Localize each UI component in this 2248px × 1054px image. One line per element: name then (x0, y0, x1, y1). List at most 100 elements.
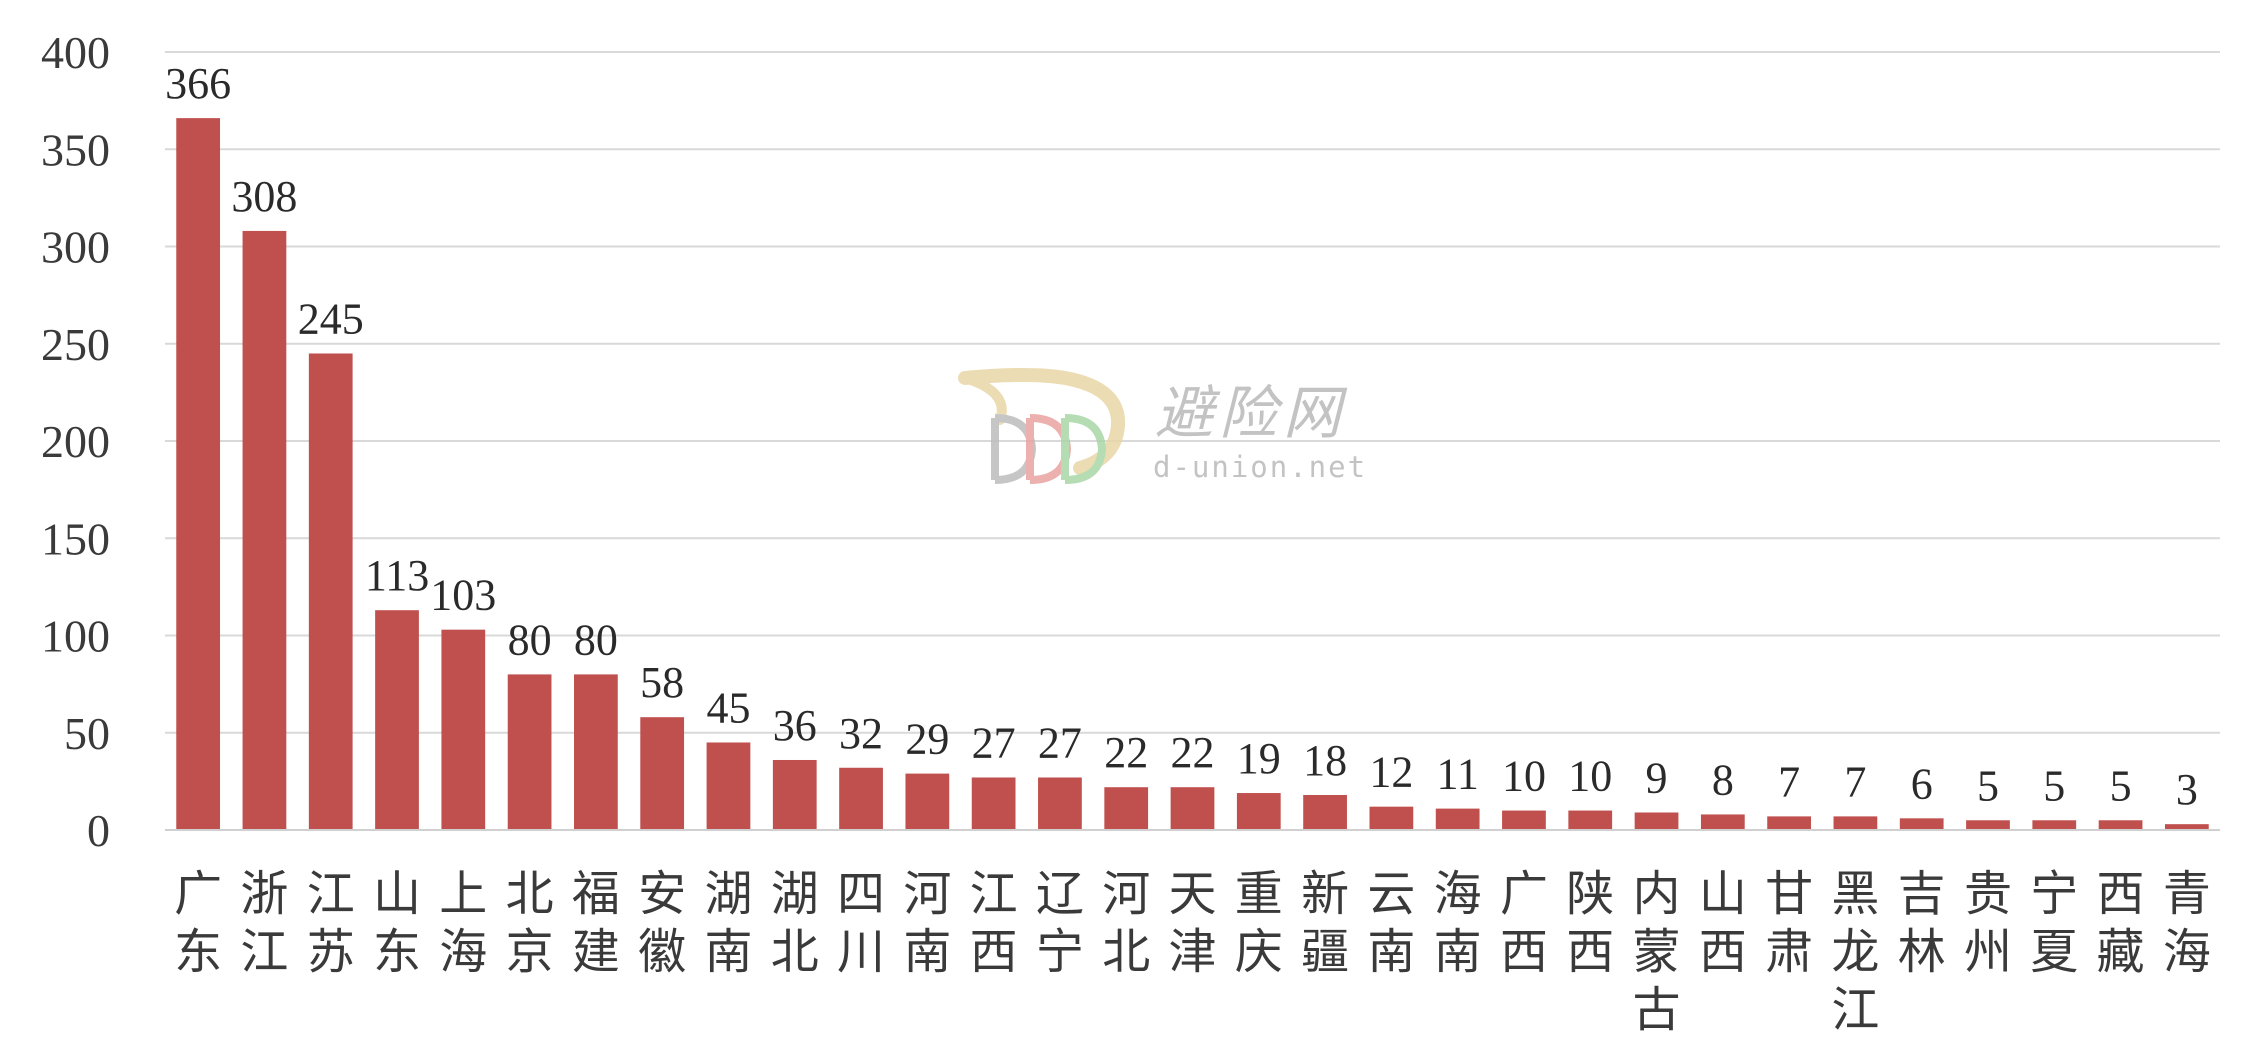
bar (1170, 787, 1215, 830)
d-union-logo-icon (958, 368, 1126, 484)
x-category-label: 海南 (1434, 868, 1482, 979)
watermark-name: 避险网 (1155, 379, 1348, 447)
y-tick-label: 150 (41, 513, 110, 564)
bar (1899, 818, 1944, 830)
bars (176, 118, 2209, 830)
bar (839, 767, 883, 830)
data-label: 18 (1303, 736, 1347, 785)
bar (706, 742, 751, 830)
bar (1966, 820, 2010, 830)
x-category-label: 重庆 (1235, 868, 1283, 979)
data-label: 9 (1646, 753, 1668, 802)
y-tick-label: 400 (41, 27, 110, 78)
bar (1833, 816, 1878, 830)
gridlines (165, 51, 2220, 734)
data-label: 32 (839, 709, 883, 758)
bar (1568, 810, 1613, 830)
y-tick-label: 250 (41, 319, 110, 370)
data-label: 80 (574, 615, 618, 664)
data-label: 27 (972, 718, 1016, 767)
x-category-label: 江西 (970, 868, 1018, 979)
x-category-label: 吉林 (1898, 868, 1946, 979)
bar (1700, 814, 1745, 830)
y-tick-label: 200 (41, 416, 110, 467)
data-label: 5 (2043, 761, 2065, 810)
y-tick-label: 50 (64, 708, 110, 759)
x-category-label: 安徽 (638, 868, 686, 979)
bar (1236, 793, 1281, 830)
data-label: 10 (1568, 752, 1612, 801)
y-axis-ticks: 0 50 100 150 200 250 300 350 400 (41, 27, 110, 856)
y-tick-label: 0 (87, 805, 110, 856)
data-label: 7 (1778, 757, 1800, 806)
x-category-label: 浙江 (240, 868, 288, 979)
x-category-label: 内蒙古 (1633, 868, 1681, 1037)
x-category-label: 黑龙江 (1831, 868, 1879, 1037)
x-category-label: 广东 (174, 868, 222, 979)
x-category-label: 西藏 (2097, 868, 2145, 979)
data-label: 5 (2110, 761, 2132, 810)
x-category-label: 甘肃 (1765, 868, 1813, 979)
x-category-label: 山西 (1699, 868, 1747, 979)
data-label: 8 (1712, 755, 1734, 804)
bar (308, 353, 353, 830)
x-category-label: 湖北 (771, 868, 819, 979)
data-label: 10 (1502, 752, 1546, 801)
x-category-label: 河北 (1102, 868, 1150, 979)
data-label: 5 (1977, 761, 1999, 810)
bar (2098, 820, 2143, 830)
data-label: 19 (1237, 734, 1281, 783)
x-category-label: 湖南 (704, 868, 752, 979)
x-category-label: 四川 (837, 868, 885, 979)
data-label: 308 (231, 172, 297, 221)
x-category-label: 辽宁 (1036, 868, 1084, 979)
data-label: 366 (165, 59, 231, 108)
data-label: 36 (773, 701, 817, 750)
x-category-label: 宁夏 (2030, 868, 2078, 979)
bar (507, 674, 552, 830)
x-category-label: 云南 (1367, 868, 1415, 979)
x-category-label: 新疆 (1301, 868, 1349, 979)
data-label: 12 (1369, 748, 1413, 797)
bar (971, 777, 1016, 830)
bar (1104, 787, 1149, 830)
data-label: 29 (905, 715, 949, 764)
bar (772, 759, 817, 830)
bar (176, 118, 221, 830)
data-label: 7 (1844, 757, 1866, 806)
data-label: 27 (1038, 718, 1082, 767)
bar (242, 230, 287, 830)
bar (574, 674, 618, 830)
y-tick-label: 300 (41, 222, 110, 273)
data-label: 22 (1104, 728, 1148, 777)
x-category-label: 贵州 (1964, 868, 2012, 979)
x-category-label: 北京 (506, 868, 554, 979)
y-tick-label: 350 (41, 124, 110, 175)
x-axis-labels: 广东浙江江苏山东上海北京福建安徽湖南湖北四川河南江西辽宁河北天津重庆新疆云南海南… (174, 868, 2211, 1037)
x-category-label: 陕西 (1566, 868, 1614, 979)
x-category-label: 天津 (1168, 868, 1216, 979)
data-label: 45 (706, 683, 750, 732)
x-category-label: 青海 (2163, 868, 2211, 979)
data-label: 103 (430, 571, 496, 620)
bar (375, 610, 419, 830)
x-category-label: 河南 (903, 868, 951, 979)
bar (1435, 808, 1480, 830)
x-category-label: 山东 (373, 868, 421, 979)
bar (2164, 824, 2209, 830)
x-category-label: 福建 (572, 868, 620, 979)
x-category-label: 江苏 (307, 868, 355, 979)
bar (905, 773, 950, 830)
bar (1767, 816, 1811, 830)
data-label: 3 (2176, 765, 2198, 814)
watermark-url: d-union.net (1153, 450, 1367, 484)
bar (441, 629, 486, 830)
data-label: 11 (1436, 750, 1478, 799)
x-category-label: 上海 (439, 868, 487, 979)
y-tick-label: 100 (41, 611, 110, 662)
bar (640, 717, 685, 830)
bar (2032, 820, 2077, 830)
bar (1634, 812, 1679, 830)
